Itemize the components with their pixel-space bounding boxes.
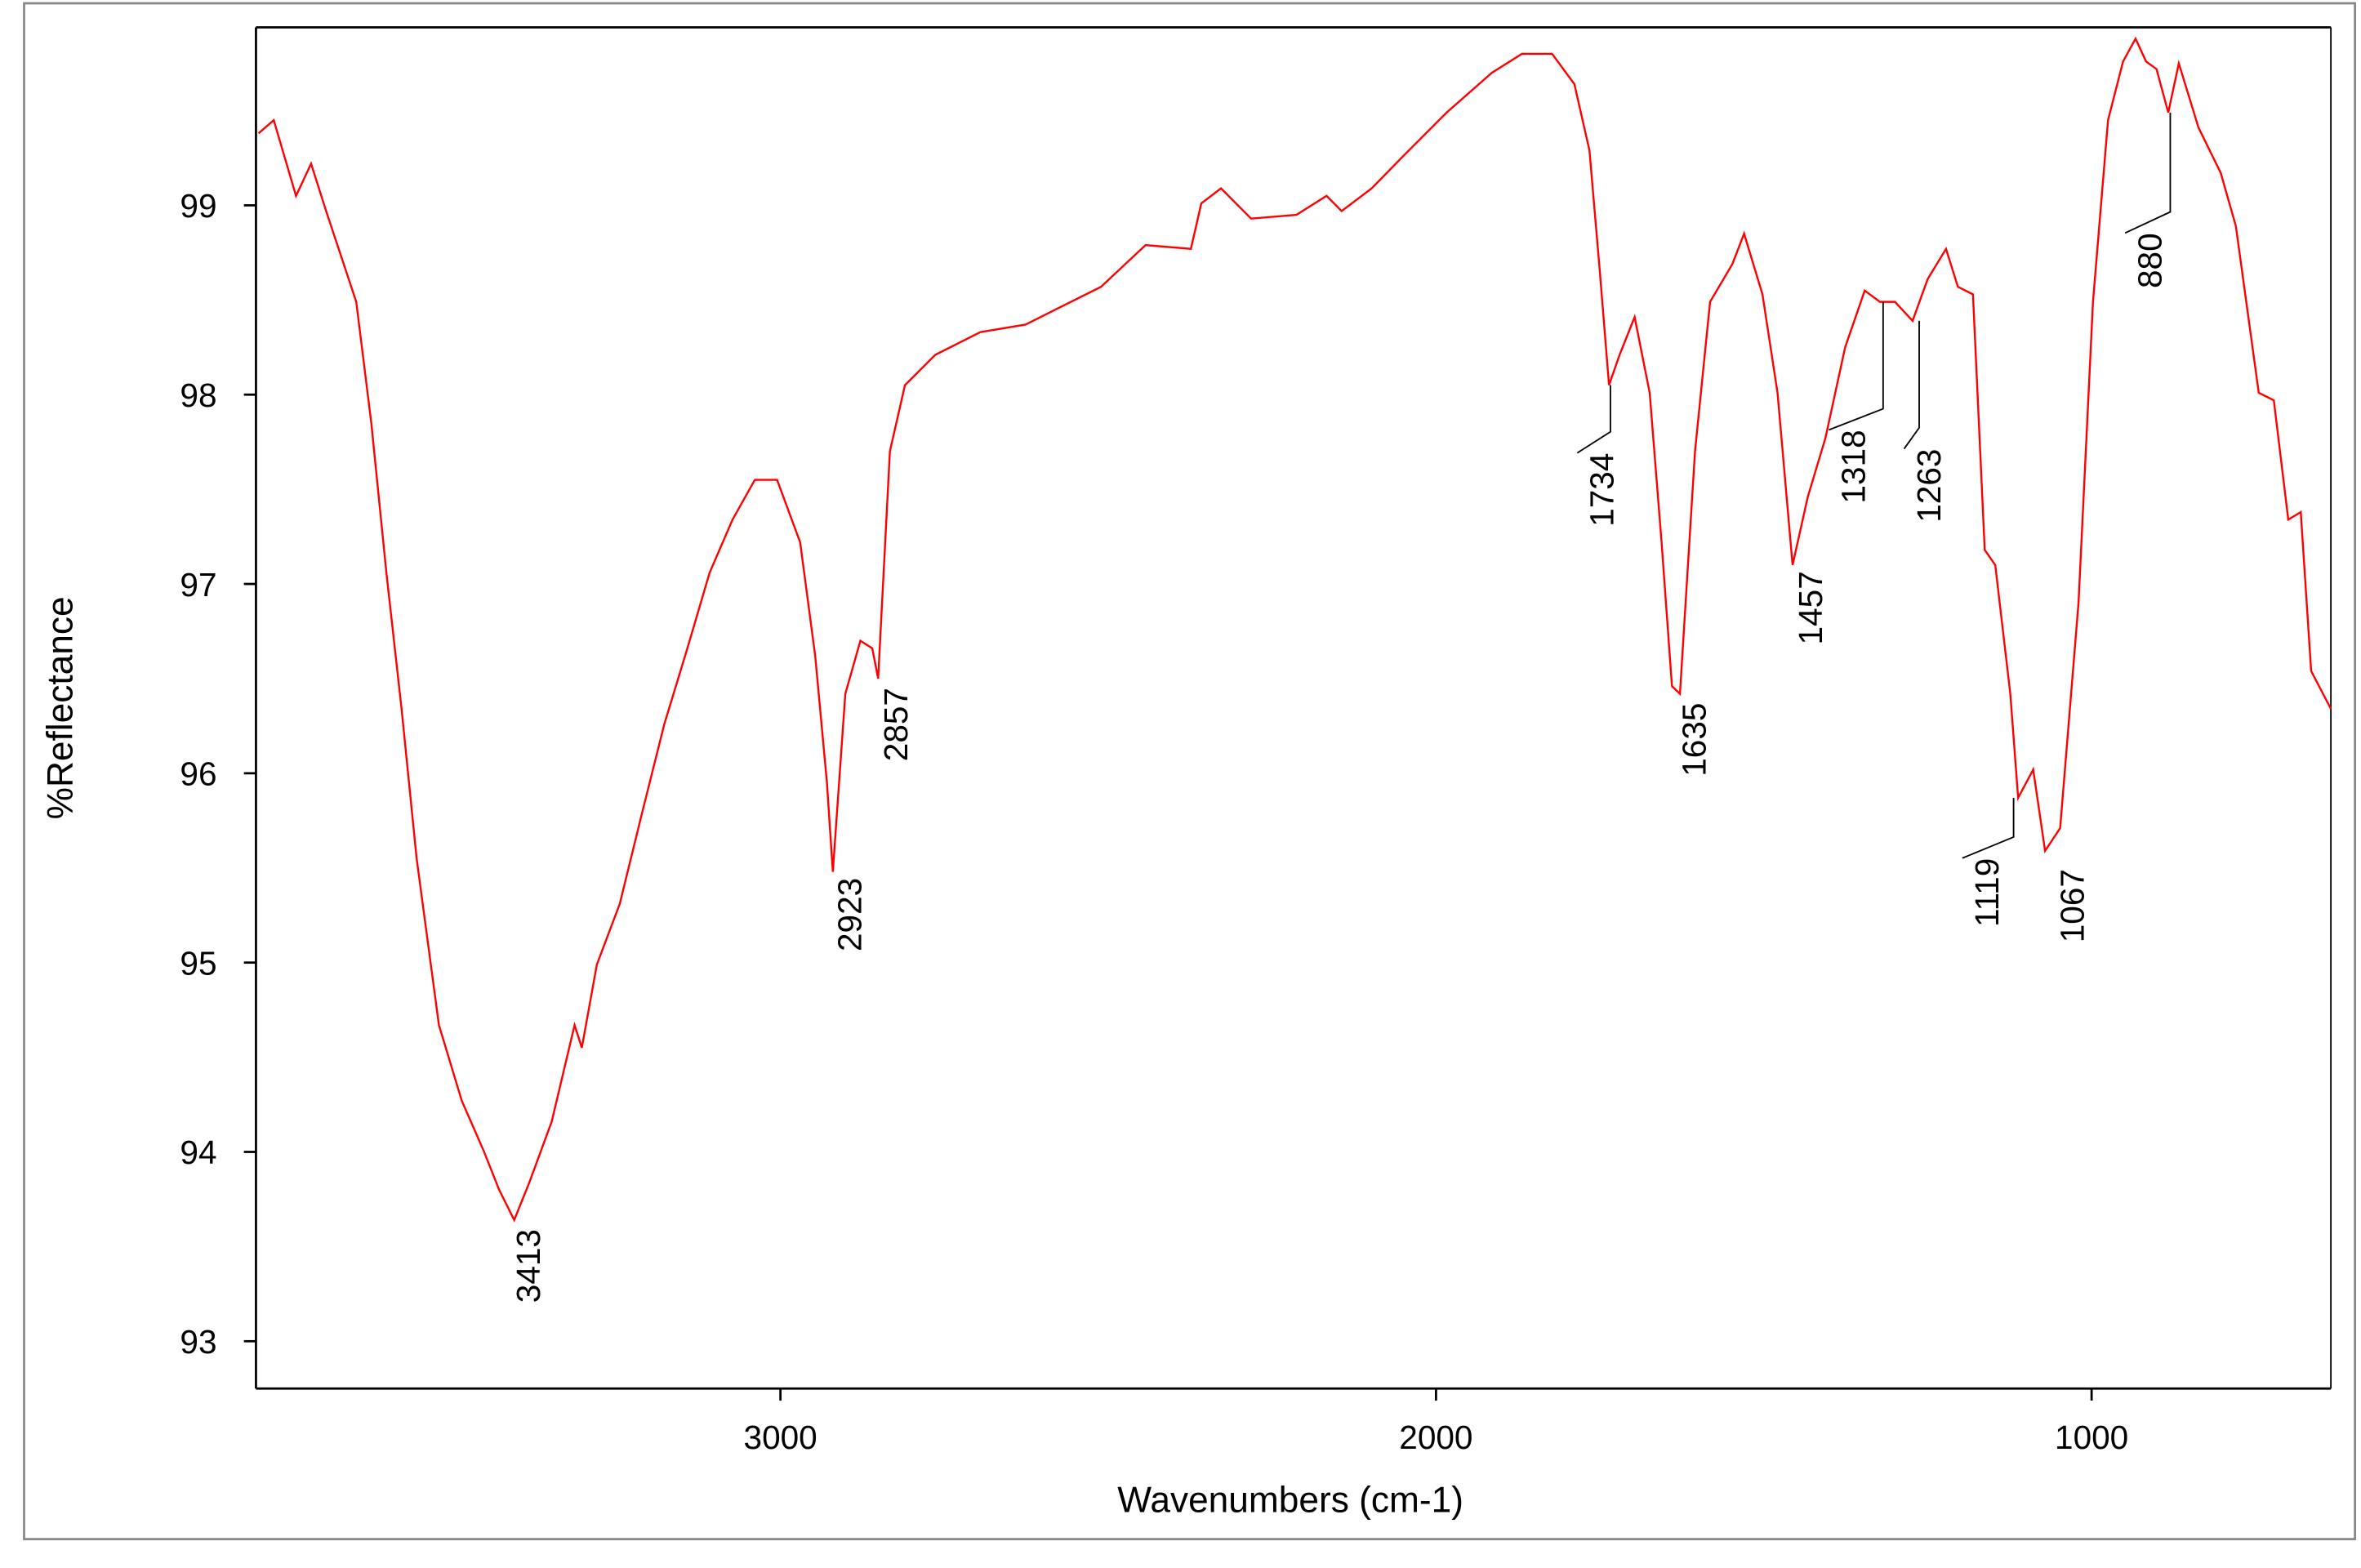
x-tick-label: 1000	[2055, 1419, 2128, 1456]
peak-label: 1263	[1910, 449, 1948, 523]
y-tick-label: 98	[180, 376, 216, 414]
peak-label: 1067	[2054, 869, 2091, 942]
peak-label: 2923	[831, 878, 868, 951]
y-tick-label: 93	[180, 1323, 216, 1361]
peak-leader	[2124, 112, 2172, 234]
x-tick-label: 3000	[744, 1419, 817, 1456]
peak-label: 1119	[1968, 858, 2006, 927]
peak-label: 1635	[1675, 703, 1713, 777]
frame	[23, 2, 2357, 1541]
peak-label: 2857	[877, 688, 915, 761]
spectrum-line	[257, 36, 2332, 1223]
x-tick-label: 2000	[1399, 1419, 1472, 1456]
peak-leader	[1903, 320, 1920, 450]
peak-leader	[1962, 798, 2015, 859]
y-tick-label: 96	[180, 755, 216, 793]
peak-leader	[1576, 385, 1611, 454]
peak-label: 3413	[510, 1229, 547, 1303]
y-axis-label: %Reflectance	[41, 596, 81, 819]
peak-label: 1318	[1835, 430, 1873, 503]
y-tick-label: 95	[180, 944, 216, 982]
peak-label: 880	[2131, 233, 2168, 288]
x-axis-label: Wavenumbers (cm-1)	[1117, 1480, 1463, 1520]
peak-leader	[1829, 301, 1884, 431]
y-tick-label: 99	[180, 187, 216, 225]
peak-label: 1457	[1792, 571, 1829, 644]
y-tick-label: 97	[180, 566, 216, 604]
y-tick-label: 94	[180, 1134, 216, 1171]
peak-label: 1734	[1584, 453, 1621, 527]
